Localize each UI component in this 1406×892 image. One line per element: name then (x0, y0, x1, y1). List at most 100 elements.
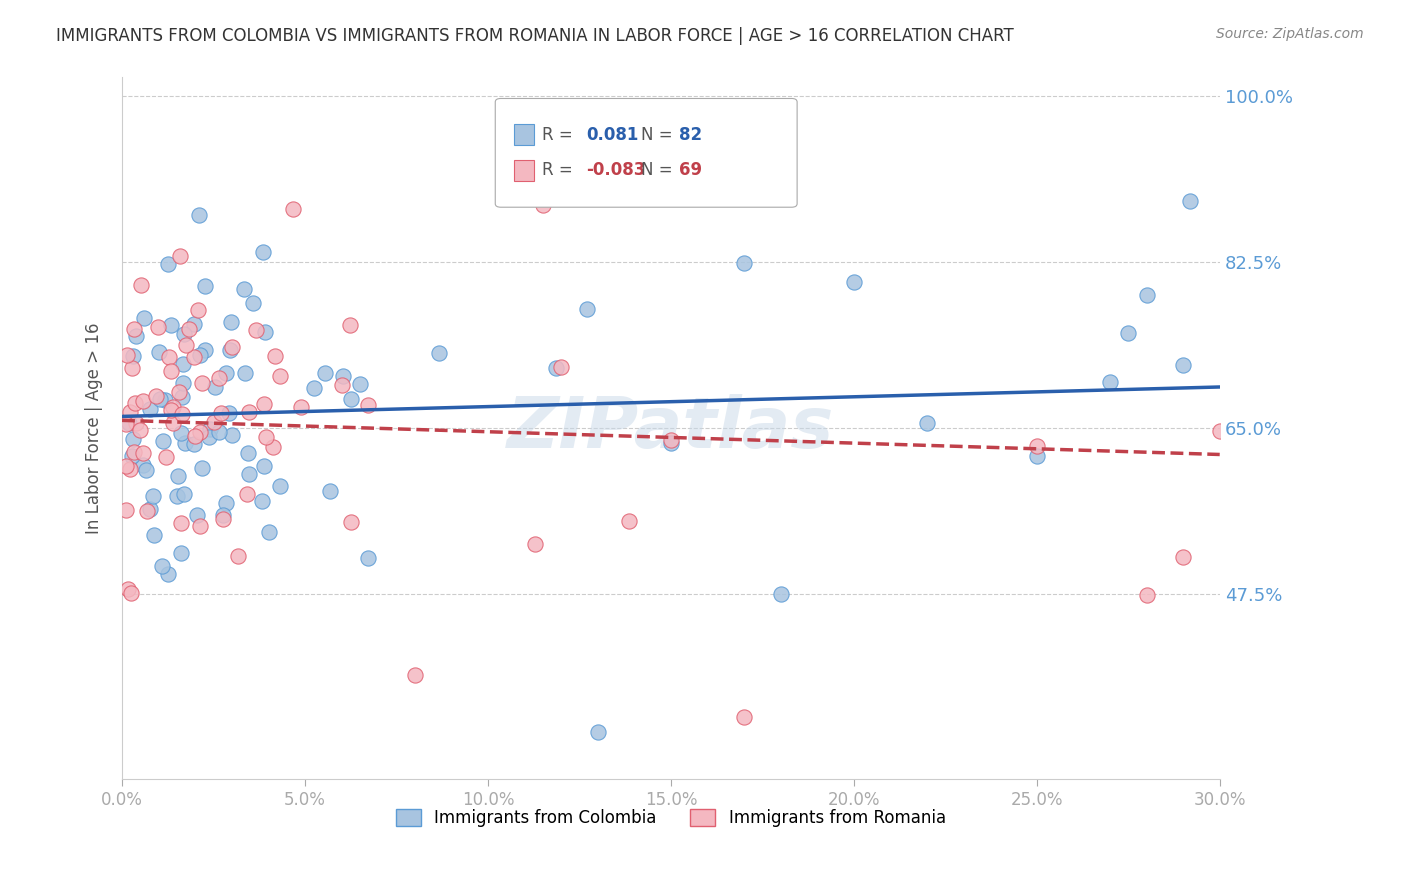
Immigrants from Romania (1135, 589, 1157, 603)
Immigrants from Colombia (233, 366, 256, 380)
Immigrants from Romania (339, 318, 361, 332)
Immigrants from Romania (177, 322, 200, 336)
Immigrants from Romania (617, 515, 640, 529)
Immigrants from Romania (269, 369, 291, 384)
Immigrants from Romania (124, 396, 146, 410)
Text: N =: N = (641, 126, 678, 144)
Immigrants from Colombia (586, 724, 609, 739)
Immigrants from Colombia (125, 329, 148, 343)
Immigrants from Colombia (194, 343, 217, 358)
Immigrants from Colombia (349, 376, 371, 391)
Immigrants from Romania (117, 582, 139, 596)
Immigrants from Colombia (357, 551, 380, 566)
Immigrants from Colombia (121, 449, 143, 463)
Immigrants from Colombia (332, 369, 354, 384)
Text: 69: 69 (679, 161, 702, 179)
Text: -0.083: -0.083 (586, 161, 645, 179)
Immigrants from Colombia (198, 422, 221, 436)
Immigrants from Colombia (190, 348, 212, 362)
Immigrants from Romania (118, 405, 141, 419)
Text: Source: ZipAtlas.com: Source: ZipAtlas.com (1216, 27, 1364, 41)
Immigrants from Colombia (269, 478, 291, 492)
Immigrants from Colombia (1180, 194, 1202, 208)
Immigrants from Romania (263, 350, 285, 364)
Immigrants from Romania (131, 446, 153, 460)
Immigrants from Colombia (174, 435, 197, 450)
Immigrants from Colombia (842, 275, 865, 289)
Immigrants from Colombia (160, 318, 183, 333)
Immigrants from Colombia (194, 278, 217, 293)
Immigrants from Colombia (254, 325, 277, 339)
Immigrants from Colombia (172, 357, 194, 371)
Immigrants from Romania (357, 399, 380, 413)
Immigrants from Romania (115, 348, 138, 362)
Text: IMMIGRANTS FROM COLOMBIA VS IMMIGRANTS FROM ROMANIA IN LABOR FORCE | AGE > 16 CO: IMMIGRANTS FROM COLOMBIA VS IMMIGRANTS F… (56, 27, 1014, 45)
Immigrants from Colombia (1025, 449, 1047, 463)
Immigrants from Romania (162, 401, 184, 415)
Immigrants from Romania (204, 415, 226, 429)
Immigrants from Romania (330, 378, 353, 392)
Immigrants from Colombia (218, 406, 240, 420)
Immigrants from Romania (1025, 439, 1047, 453)
Immigrants from Romania (118, 462, 141, 476)
Immigrants from Romania (209, 406, 232, 420)
Immigrants from Romania (733, 710, 755, 724)
Immigrants from Romania (145, 389, 167, 403)
Text: 0.081: 0.081 (586, 126, 638, 144)
Immigrants from Romania (191, 376, 214, 391)
Immigrants from Romania (550, 360, 572, 375)
Immigrants from Colombia (1171, 358, 1194, 372)
Immigrants from Colombia (314, 366, 336, 380)
Immigrants from Colombia (166, 489, 188, 503)
Immigrants from Colombia (191, 460, 214, 475)
Immigrants from Colombia (339, 392, 361, 407)
Immigrants from Colombia (257, 525, 280, 540)
Immigrants from Colombia (132, 458, 155, 473)
Immigrants from Colombia (170, 546, 193, 560)
Immigrants from Colombia (166, 468, 188, 483)
Immigrants from Romania (212, 512, 235, 526)
Immigrants from Romania (169, 249, 191, 263)
Immigrants from Romania (1209, 424, 1232, 438)
Immigrants from Colombia (157, 257, 180, 271)
Immigrants from Colombia (236, 445, 259, 459)
Immigrants from Colombia (238, 467, 260, 481)
Immigrants from Colombia (153, 393, 176, 408)
Immigrants from Colombia (769, 587, 792, 601)
Immigrants from Colombia (733, 256, 755, 270)
Immigrants from Romania (245, 323, 267, 337)
Immigrants from Romania (135, 504, 157, 518)
Immigrants from Colombia (576, 301, 599, 316)
Immigrants from Colombia (172, 376, 194, 391)
Immigrants from Romania (122, 445, 145, 459)
Immigrants from Colombia (427, 345, 450, 359)
Immigrants from Colombia (134, 310, 156, 325)
Immigrants from Colombia (212, 508, 235, 523)
Immigrants from Colombia (544, 361, 567, 376)
Immigrants from Colombia (250, 494, 273, 508)
Immigrants from Romania (174, 338, 197, 352)
Immigrants from Colombia (915, 416, 938, 430)
Text: R =: R = (543, 161, 578, 179)
Immigrants from Romania (114, 459, 136, 474)
Immigrants from Colombia (187, 208, 209, 222)
Immigrants from Colombia (1116, 326, 1139, 341)
Immigrants from Romania (188, 425, 211, 440)
Immigrants from Romania (236, 487, 259, 501)
Immigrants from Romania (160, 364, 183, 378)
Immigrants from Colombia (172, 390, 194, 404)
Immigrants from Romania (238, 404, 260, 418)
Immigrants from Colombia (1135, 287, 1157, 301)
Immigrants from Romania (170, 407, 193, 421)
Immigrants from Colombia (142, 489, 165, 503)
Immigrants from Colombia (150, 559, 173, 574)
Immigrants from Colombia (221, 315, 243, 329)
Immigrants from Colombia (215, 366, 238, 380)
Immigrants from Romania (208, 370, 231, 384)
Immigrants from Romania (122, 322, 145, 336)
Immigrants from Colombia (215, 496, 238, 510)
FancyBboxPatch shape (495, 98, 797, 207)
Immigrants from Colombia (148, 344, 170, 359)
Immigrants from Colombia (197, 430, 219, 444)
Immigrants from Colombia (252, 458, 274, 473)
